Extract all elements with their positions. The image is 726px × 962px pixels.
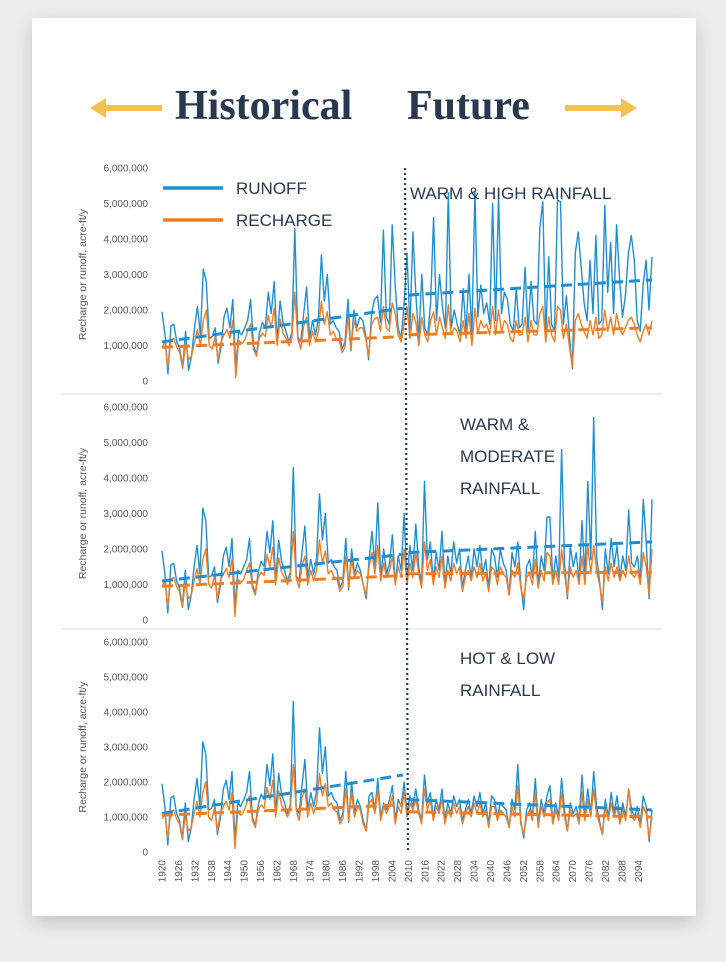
left-arrow-icon — [90, 98, 162, 118]
trend-line-runoff-future — [408, 540, 653, 555]
x-tick-label: 2022 — [437, 860, 448, 883]
legend-label-recharge: RECHARGE — [236, 211, 332, 230]
trend-line-recharge-historical — [161, 574, 403, 588]
y-tick-label: 5,000,000 — [104, 673, 149, 684]
trend-line-runoff-future — [408, 278, 653, 297]
figure-header: Historical Future — [0, 0, 726, 150]
future-label: Future — [407, 83, 530, 129]
trend-line-recharge-future — [408, 326, 653, 337]
y-tick-label: 2,000,000 — [104, 778, 149, 789]
historical-future-divider — [403, 167, 410, 853]
scenario-label: MODERATE — [460, 447, 555, 466]
y-tick-label: 4,000,000 — [104, 708, 149, 719]
scenario-label: WARM & — [460, 415, 530, 434]
trend-line-recharge-historical — [161, 803, 403, 817]
y-tick-label: 2,000,000 — [104, 545, 149, 556]
figure-card — [32, 18, 696, 916]
x-tick-label: 2046 — [502, 860, 513, 883]
y-tick-label: 5,000,000 — [104, 199, 149, 210]
x-tick-label: 1962 — [273, 860, 284, 883]
x-tick-label: 1980 — [322, 860, 333, 883]
x-tick-label: 1974 — [305, 860, 316, 883]
x-tick-label: 2028 — [453, 860, 464, 883]
y-axis-label: Recharge or runoff, acre-ft/y — [77, 681, 89, 813]
y-tick-label: 0 — [142, 377, 148, 388]
x-tick-label: 2058 — [535, 860, 546, 883]
series-line-recharge — [161, 763, 653, 850]
series-line-recharge — [161, 291, 653, 379]
x-tick-label: 1956 — [256, 860, 267, 883]
x-tick-label: 1950 — [240, 860, 251, 883]
y-tick-label: 4,000,000 — [104, 474, 149, 485]
trend-line-runoff-future — [408, 798, 653, 812]
trend-line-recharge-future — [408, 810, 653, 819]
trend-line-runoff-historical — [161, 773, 404, 815]
x-tick-label: 1938 — [207, 860, 218, 883]
x-tick-label: 1920 — [158, 860, 169, 883]
y-tick-label: 6,000,000 — [104, 403, 149, 414]
y-axis-label: Recharge or runoff, acre-ft/y — [77, 208, 89, 340]
y-tick-label: 1,000,000 — [104, 813, 149, 824]
y-tick-label: 0 — [142, 616, 148, 627]
x-tick-label: 2016 — [420, 860, 431, 883]
x-tick-label: 1944 — [223, 860, 234, 883]
x-tick-label: 1968 — [289, 860, 300, 883]
y-tick-label: 3,000,000 — [104, 509, 149, 520]
y-axis-label: Recharge or runoff, acre-ft/y — [77, 447, 89, 579]
scenario-label: RAINFALL — [460, 681, 540, 700]
x-tick-label: 2094 — [634, 860, 645, 883]
y-tick-label: 5,000,000 — [104, 438, 149, 449]
x-tick-label: 2088 — [617, 860, 628, 883]
x-tick-label: 2076 — [585, 860, 596, 883]
y-tick-label: 2,000,000 — [104, 306, 149, 317]
x-tick-label: 1926 — [174, 860, 185, 883]
x-tick-label: 2010 — [404, 860, 415, 883]
x-tick-label: 2040 — [486, 860, 497, 883]
scenario-label: HOT & LOW — [460, 649, 555, 668]
historical-label: Historical — [175, 83, 353, 129]
x-tick-label: 2034 — [470, 860, 481, 883]
y-tick-label: 3,000,000 — [104, 743, 149, 754]
y-tick-label: 1,000,000 — [104, 580, 149, 591]
y-tick-label: 6,000,000 — [104, 638, 149, 649]
scenario-label: WARM & HIGH RAINFALL — [410, 184, 612, 203]
x-tick-label: 1986 — [338, 860, 349, 883]
trend-line-runoff-historical — [161, 306, 404, 344]
y-tick-label: 1,000,000 — [104, 341, 149, 352]
y-tick-label: 3,000,000 — [104, 270, 149, 281]
y-tick-label: 4,000,000 — [104, 235, 149, 246]
trend-line-recharge-future — [408, 570, 653, 576]
scenario-label: RAINFALL — [460, 479, 540, 498]
x-tick-label: 1998 — [371, 860, 382, 883]
x-tick-label: 2082 — [601, 860, 612, 883]
y-tick-label: 6,000,000 — [104, 164, 149, 175]
legend-label-runoff: RUNOFF — [236, 179, 307, 198]
trend-line-runoff-historical — [161, 552, 404, 583]
y-tick-label: 0 — [142, 848, 148, 859]
x-tick-label: 1992 — [355, 860, 366, 883]
x-tick-label: 2052 — [519, 860, 530, 883]
x-tick-label: 2004 — [387, 860, 398, 883]
trend-line-recharge-historical — [161, 335, 403, 349]
x-tick-label: 2070 — [568, 860, 579, 883]
x-tick-label: 2064 — [552, 860, 563, 883]
right-arrow-icon — [565, 98, 637, 118]
series-line-runoff — [161, 190, 653, 375]
x-tick-label: 1932 — [190, 860, 201, 883]
